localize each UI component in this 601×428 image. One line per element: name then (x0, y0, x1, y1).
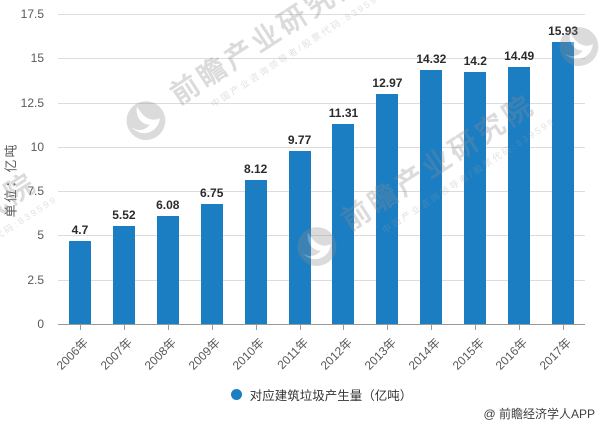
bar-value-label: 8.12 (243, 162, 268, 177)
bar-slot: 4.7 (58, 14, 102, 324)
y-tick-label: 15 (30, 51, 44, 66)
attribution: @ 前瞻经济学人APP (483, 407, 595, 421)
x-axis-slot: 2016年 (493, 325, 541, 383)
y-tick-label: 2.5 (27, 272, 44, 287)
bar-value-label: 4.7 (71, 222, 89, 237)
gridline (58, 14, 585, 15)
x-tick-label: 2013年 (361, 335, 399, 373)
x-axis: 2006年 2007年 2008年 2009年 2010年 2011年 2012年 2013年… (54, 325, 585, 383)
x-tick (387, 325, 389, 330)
bar-value-label: 6.75 (200, 186, 224, 201)
y-tick-label: 17.5 (20, 7, 44, 21)
x-tick (167, 325, 169, 330)
y-tick-label: 7.5 (27, 184, 44, 199)
x-axis-slot: 2007年 (98, 325, 146, 383)
bar-slot: 5.52 (102, 14, 146, 324)
x-axis-slot: 2011年 (274, 325, 322, 383)
bar (112, 226, 135, 324)
x-tick (343, 325, 345, 330)
x-axis-slot: 2009年 (186, 325, 234, 383)
x-tick (79, 325, 81, 330)
bar (420, 70, 443, 324)
y-axis-tick-labels: 17.5 15 12.5 10 7.5 5 2.5 0 (0, 7, 50, 331)
bar-slot: 11.31 (322, 14, 366, 324)
x-axis-slot: 2006年 (54, 325, 102, 383)
x-axis-slot: 2014年 (405, 325, 453, 383)
x-axis-slot: 2010年 (230, 325, 278, 383)
gridline (58, 235, 585, 237)
x-tick (123, 325, 125, 330)
x-tick (519, 325, 521, 330)
bar-slot: 6.75 (190, 14, 234, 324)
x-tick-label: 2006年 (54, 335, 92, 373)
bar-slots: 4.7 5.52 6.08 6.75 8.12 9.77 11.31 12.97 14.32 14… (58, 14, 585, 324)
y-tick-label: 5 (37, 228, 44, 243)
x-tick-label: 2012年 (317, 335, 355, 373)
bar (376, 94, 399, 324)
bar-slot: 12.97 (365, 14, 409, 324)
bar-value-label: 6.08 (156, 198, 180, 213)
bar (200, 204, 223, 324)
x-tick-label: 2015年 (449, 335, 487, 373)
x-tick-label: 2017年 (537, 335, 575, 373)
legend-marker-dot (230, 389, 242, 400)
bar-value-label: 11.31 (328, 105, 359, 120)
x-tick-label: 2008年 (141, 335, 180, 373)
gridline (58, 58, 585, 60)
gridline (58, 102, 585, 104)
legend-label: 对应建筑垃圾产生量（亿吨） (249, 389, 413, 403)
x-axis-slot: 2017年 (537, 325, 585, 383)
x-tick (431, 325, 433, 330)
x-axis-slot: 2012年 (318, 325, 366, 383)
bar-slot: 15.93 (541, 14, 585, 324)
gridline (58, 191, 585, 193)
bar (332, 123, 355, 324)
x-tick-label: 2009年 (185, 335, 224, 373)
x-axis-slot: 2008年 (142, 325, 190, 383)
x-tick-label: 2014年 (405, 335, 443, 373)
x-axis-slot: 2015年 (449, 325, 497, 383)
x-tick (299, 325, 301, 330)
bar-slot: 14.32 (409, 14, 453, 324)
gridline (58, 279, 585, 281)
bar-value-label: 14.49 (504, 49, 535, 64)
bar-slot: 14.2 (453, 14, 497, 324)
bar (68, 240, 91, 324)
x-tick (211, 325, 213, 330)
y-tick-label: 0 (37, 317, 44, 331)
bar-slot: 9.77 (278, 14, 322, 324)
bar (156, 216, 179, 324)
bar-value-label: 14.32 (416, 52, 447, 67)
bar (552, 41, 575, 324)
bar-slot: 14.49 (497, 14, 541, 324)
gridline (58, 146, 585, 148)
bar (288, 150, 311, 324)
bar-slot: 8.12 (234, 14, 278, 324)
bar-value-label: 12.97 (372, 76, 403, 91)
bar-value-label: 5.52 (112, 208, 136, 223)
bar-value-label: 9.77 (287, 132, 312, 147)
bar-slot: 6.08 (146, 14, 190, 324)
bar-value-label: 14.2 (463, 54, 487, 69)
x-tick (563, 325, 565, 330)
x-tick (475, 325, 477, 330)
bar (464, 72, 487, 324)
x-tick-label: 2010年 (229, 335, 267, 373)
bar (508, 67, 531, 324)
plot-area: 4.7 5.52 6.08 6.75 8.12 9.77 11.31 12.97 14.32 14… (58, 14, 585, 325)
y-tick-label: 10 (30, 139, 44, 154)
legend: 对应建筑垃圾产生量（亿吨） (58, 385, 585, 404)
bar-value-label: 15.93 (548, 23, 579, 38)
y-tick-label: 12.5 (20, 95, 44, 110)
watermark-brand-text: 前瞻产业研究院 (595, 0, 601, 39)
x-tick (255, 325, 257, 330)
x-axis-slot: 2013年 (361, 325, 409, 383)
x-tick-label: 2016年 (493, 335, 531, 373)
x-tick-label: 2011年 (274, 335, 311, 373)
x-tick-label: 2007年 (97, 335, 136, 373)
bar (244, 180, 267, 324)
